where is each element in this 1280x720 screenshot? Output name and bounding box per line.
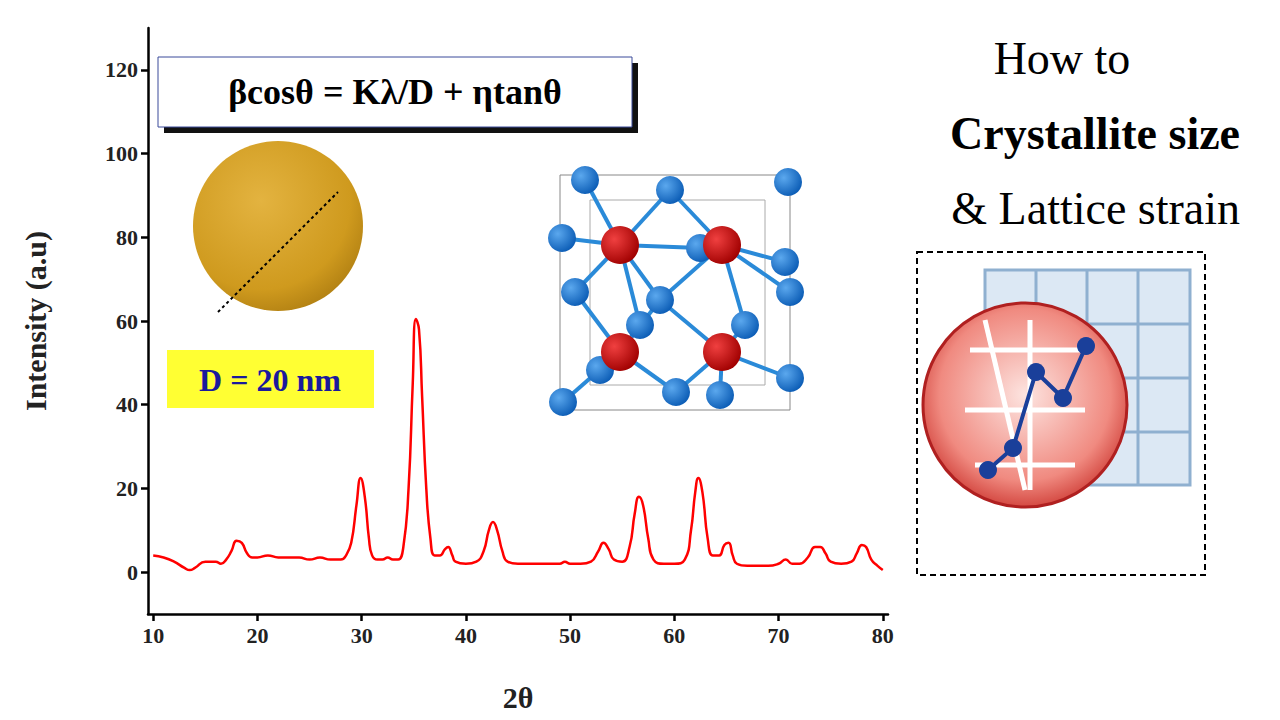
svg-text:10: 10 (142, 623, 164, 648)
svg-text:+ ηtanθ: + ηtanθ (434, 72, 562, 112)
svg-text:30: 30 (351, 623, 373, 648)
svg-text:70: 70 (768, 623, 790, 648)
svg-text:Lattice: Lattice (999, 183, 1138, 234)
svg-text:40: 40 (116, 392, 138, 417)
svg-text:50: 50 (559, 623, 581, 648)
svg-text:100: 100 (105, 141, 138, 166)
svg-text:20: 20 (246, 623, 268, 648)
svg-text:120: 120 (105, 57, 138, 82)
svg-text:strain: strain (1138, 183, 1240, 234)
svg-text:2θ: 2θ (503, 681, 534, 714)
svg-text:60: 60 (663, 623, 685, 648)
svg-text:βcosθ = Kλ/: βcosθ = Kλ/ (228, 72, 409, 112)
svg-text:20: 20 (116, 476, 138, 501)
svg-text:&: & (951, 183, 998, 234)
svg-text:40: 40 (455, 623, 477, 648)
svg-text:D = 20 nm: D = 20 nm (199, 362, 341, 398)
svg-text:0: 0 (127, 560, 138, 585)
svg-text:D: D (408, 72, 434, 112)
svg-text:80: 80 (116, 225, 138, 250)
svg-text:60: 60 (116, 309, 138, 334)
svg-text:Crystallite size: Crystallite size (950, 108, 1240, 159)
svg-text:How to: How to (994, 33, 1131, 84)
svg-text:80: 80 (872, 623, 894, 648)
svg-text:Intensity (a.u): Intensity (a.u) (19, 231, 53, 411)
